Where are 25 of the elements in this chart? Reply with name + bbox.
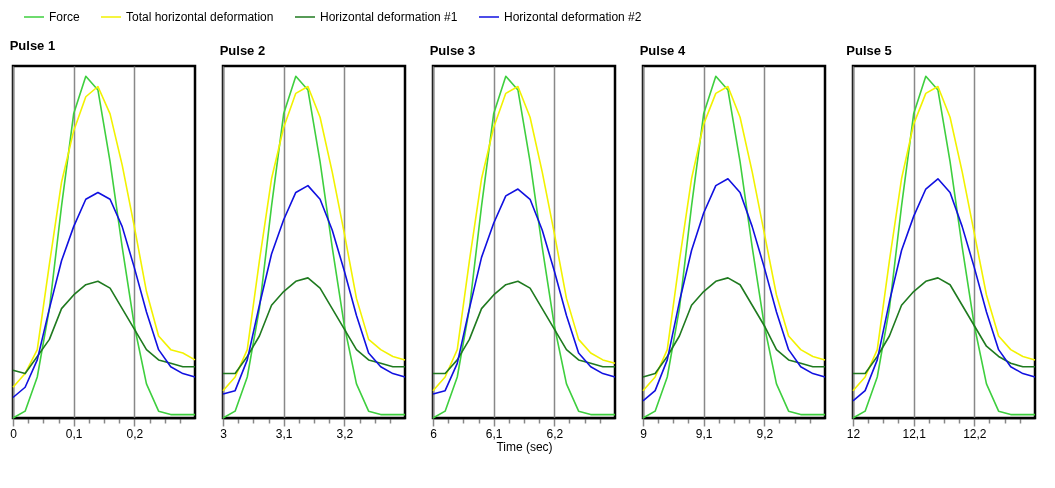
x-tick-label: 6 bbox=[430, 426, 438, 441]
x-tick-label: 3,1 bbox=[275, 426, 293, 441]
chart-title: Pulse 4 bbox=[639, 43, 686, 58]
x-tick-label: 0 bbox=[10, 426, 18, 441]
x-tick-label: 9 bbox=[640, 426, 648, 441]
x-tick-label: 0,2 bbox=[126, 426, 144, 441]
chart-title: Pulse 3 bbox=[429, 43, 476, 58]
legend-label: Force bbox=[49, 10, 80, 24]
legend-label: Horizontal deformation #1 bbox=[320, 10, 458, 24]
x-tick-label: 12 bbox=[846, 426, 861, 441]
chart-title: Pulse 5 bbox=[846, 43, 892, 58]
x-axis-title: Time (sec) bbox=[496, 439, 553, 454]
x-tick-label: 3 bbox=[220, 426, 228, 441]
x-tick-label: 6,1 bbox=[485, 426, 503, 441]
x-tick-label: 6,2 bbox=[546, 426, 564, 441]
legend-label: Total horizontal deformation bbox=[126, 10, 274, 24]
x-tick-label: 9,1 bbox=[695, 426, 713, 441]
chart-title: Pulse 2 bbox=[219, 43, 266, 58]
x-tick-label: 9,2 bbox=[756, 426, 774, 441]
x-tick-label: 0,1 bbox=[65, 426, 83, 441]
x-tick-label: 12,2 bbox=[963, 426, 987, 441]
x-tick-label: 12,1 bbox=[902, 426, 927, 441]
legend-label: Horizontal deformation #2 bbox=[504, 10, 642, 24]
chart-title: Pulse 1 bbox=[9, 38, 56, 53]
x-tick-label: 3,2 bbox=[336, 426, 354, 441]
